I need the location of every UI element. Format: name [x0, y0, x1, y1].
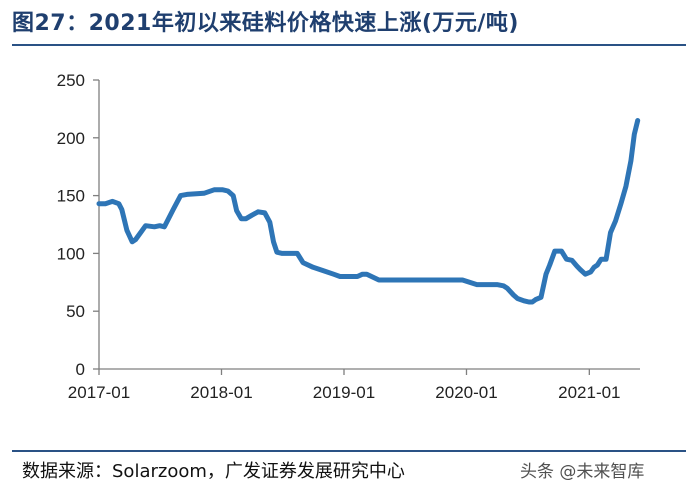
footer-divider [12, 450, 686, 452]
y-tick-label: 50 [66, 302, 85, 321]
plot-area [96, 118, 641, 305]
x-tick-label: 2018-01 [190, 383, 252, 402]
x-tick-label: 2017-01 [68, 383, 130, 402]
chart-axes [93, 79, 640, 375]
source-note: 数据来源：Solarzoom，广发证券发展研究中心 [22, 461, 405, 482]
title-divider [12, 44, 686, 46]
x-tick-label: 2019-01 [313, 383, 375, 402]
watermark: 头条 @未来智库 [520, 462, 645, 482]
y-tick-label: 0 [76, 360, 85, 379]
x-tick-label: 2021-01 [558, 383, 620, 402]
y-tick-label: 150 [57, 187, 85, 206]
y-tick-label: 200 [57, 129, 85, 148]
y-tick-label: 100 [57, 244, 85, 263]
y-tick-label: 250 [57, 71, 85, 90]
x-tick-label: 2020-01 [435, 383, 497, 402]
chart-title: 图27：2021年初以来硅料价格快速上涨(万元/吨) [12, 11, 519, 36]
y-axis-tick-labels: 0 50 100 150 200 250 [57, 71, 85, 379]
x-axis-tick-labels: 2017-01 2018-01 2019-01 2020-01 2021-01 [68, 383, 621, 402]
series-line-1 [96, 118, 641, 305]
